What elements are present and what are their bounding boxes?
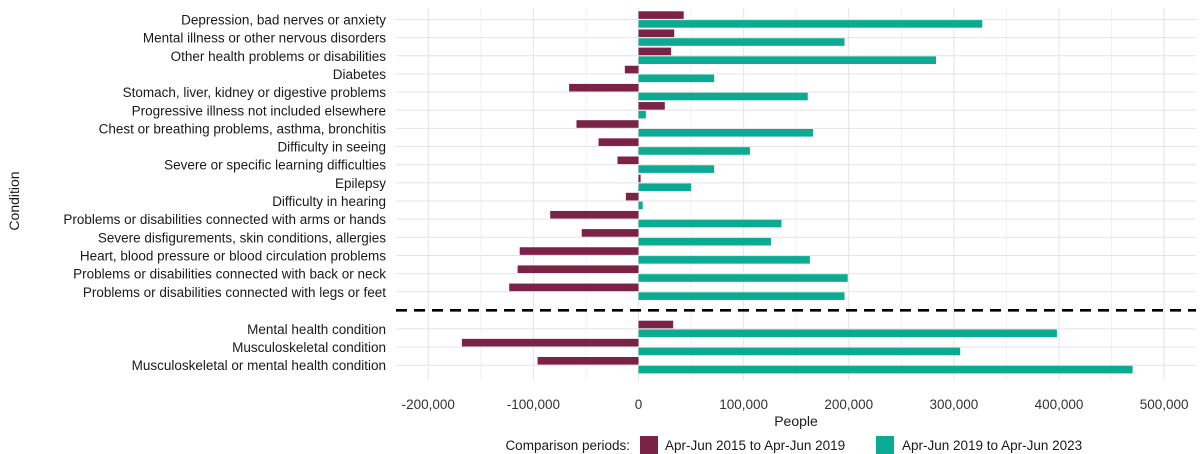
legend-label: Apr-Jun 2019 to Apr-Jun 2023 (902, 438, 1082, 453)
bar (638, 47, 672, 56)
category-label: Difficulty in hearing (272, 194, 386, 209)
bar (638, 347, 961, 356)
legend-title: Comparison periods: (505, 438, 630, 453)
category-label: Chest or breathing problems, asthma, bro… (99, 121, 387, 136)
bar (638, 11, 684, 19)
category-label: Epilepsy (335, 176, 386, 191)
x-axis-title: People (774, 413, 818, 429)
bar (638, 29, 675, 38)
bar (638, 256, 810, 264)
category-label: Problems or disabilities connected with … (83, 285, 386, 300)
bar (638, 237, 771, 246)
bar (638, 365, 1133, 374)
bar (638, 129, 814, 137)
bar (624, 65, 639, 74)
bar (569, 83, 639, 92)
legend-label: Apr-Jun 2015 to Apr-Jun 2019 (665, 438, 845, 453)
bar (519, 247, 639, 255)
bar (638, 329, 1057, 338)
bar (638, 320, 674, 329)
category-label: Depression, bad nerves or anxiety (181, 13, 386, 28)
bar (598, 138, 639, 146)
bar (638, 92, 808, 101)
y-axis-title: Condition (6, 171, 22, 230)
bar (638, 56, 937, 64)
bar (576, 120, 639, 128)
x-tick-label: 500,000 (1140, 397, 1189, 412)
category-label: Musculoskeletal or mental health conditi… (132, 358, 386, 373)
bar (509, 283, 639, 292)
x-tick-label: 400,000 (1035, 397, 1084, 412)
category-label: Other health problems or disabilities (171, 49, 387, 64)
legend-swatch (876, 436, 894, 454)
category-label: Heart, blood pressure or blood circulati… (80, 248, 386, 263)
x-tick-label: 100,000 (719, 397, 768, 412)
category-label: Difficulty in seeing (277, 140, 386, 155)
legend: Comparison periods: Apr-Jun 2015 to Apr-… (505, 436, 1082, 454)
bar (638, 201, 643, 210)
bar (638, 110, 646, 119)
bar (638, 102, 665, 110)
x-tick-label: 200,000 (824, 397, 873, 412)
bar-layer (461, 11, 1133, 374)
bar (638, 219, 782, 228)
bar (638, 147, 750, 155)
bar (638, 38, 845, 46)
category-label: Severe or specific learning difficulties (164, 158, 386, 173)
bar (625, 192, 639, 201)
bar (537, 357, 639, 365)
category-label: Progressive illness not included elsewhe… (132, 103, 386, 118)
category-label: Mental health condition (247, 322, 386, 337)
bar (638, 183, 692, 192)
x-tick-label: 0 (635, 397, 643, 412)
category-labels: Depression, bad nerves or anxiety Mental … (63, 13, 386, 374)
bar (638, 165, 715, 173)
bar (550, 210, 639, 219)
category-label: Severe disfigurements, skin conditions, … (98, 230, 386, 245)
x-tick-label: 300,000 (929, 397, 978, 412)
bar (517, 265, 639, 273)
category-label: Diabetes (333, 67, 387, 82)
x-tick-label: -100,000 (507, 397, 560, 412)
grid-layer (396, 8, 1196, 380)
bar (617, 156, 639, 165)
legend-swatch (640, 436, 658, 454)
category-label: Mental illness or other nervous disorder… (143, 31, 386, 46)
bar (638, 74, 715, 83)
category-label: Musculoskeletal condition (232, 340, 386, 355)
x-tick-labels: -200,000 -100,000 0 100,000 200,000 300,000 40… (402, 397, 1189, 412)
bar (461, 338, 639, 347)
category-label: Stomach, liver, kidney or digestive prob… (123, 85, 387, 100)
category-label: Problems or disabilities connected with … (63, 212, 386, 227)
bar (638, 20, 983, 28)
bar (638, 174, 641, 183)
x-tick-label: -200,000 (402, 397, 455, 412)
bar (638, 274, 848, 282)
bar (638, 292, 845, 300)
category-label: Problems or disabilities connected with … (73, 267, 386, 282)
bar (581, 229, 639, 237)
